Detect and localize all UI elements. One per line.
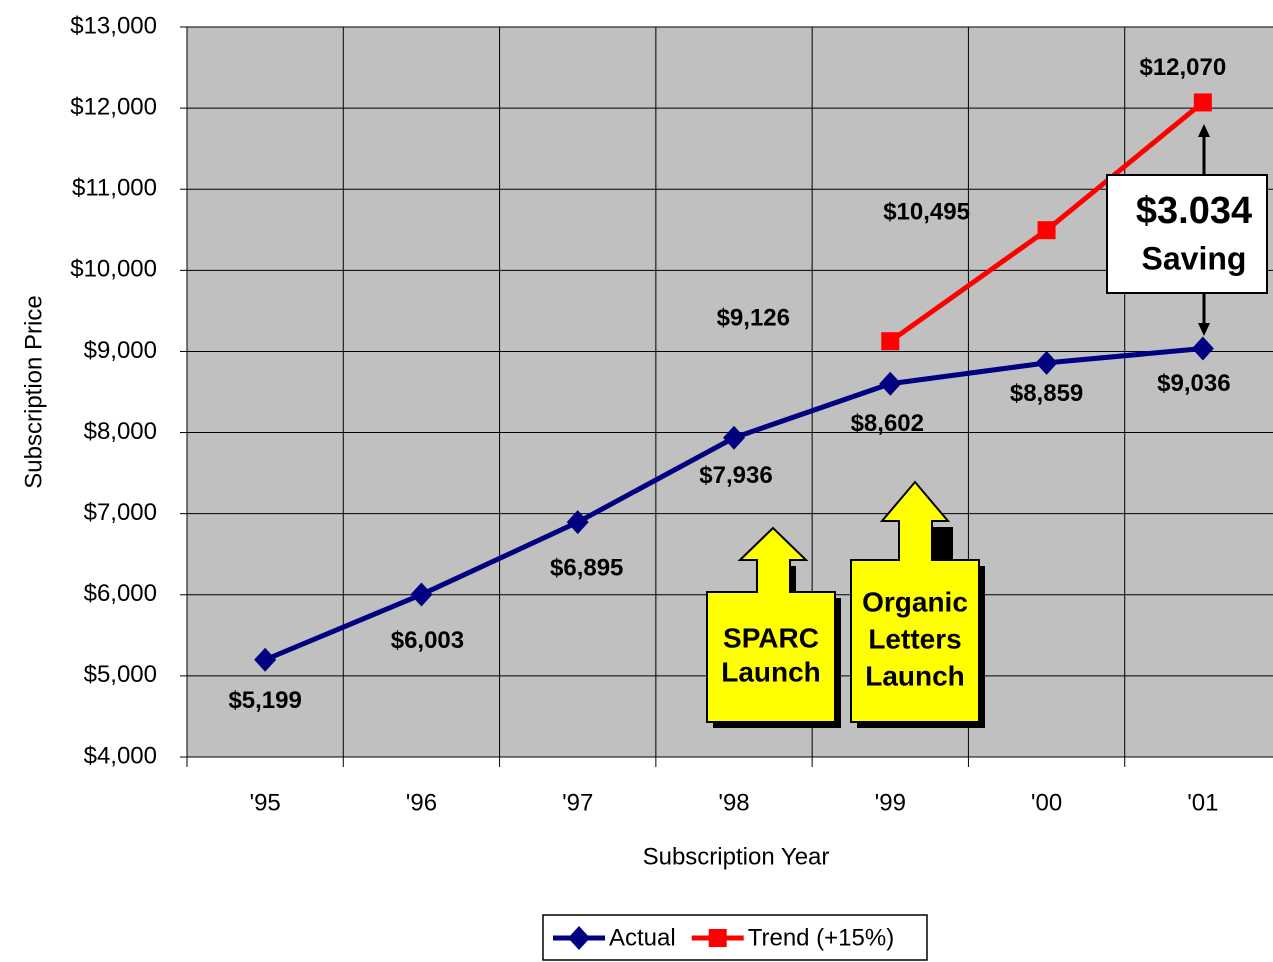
data-label: $8,859: [1010, 380, 1083, 407]
x-tick-label: '96: [406, 789, 437, 816]
data-label: $12,070: [1139, 54, 1226, 81]
x-tick-label: '95: [250, 789, 281, 816]
series-layer: $5,199 $6,003 $6,895 $7,936 $8,602 $8,859 $9,0…: [228, 54, 1230, 714]
x-tick-label: '97: [562, 789, 593, 816]
data-label: $6,003: [391, 627, 464, 654]
y-tick-label: $13,000: [70, 12, 157, 39]
y-tick-label: $5,000: [84, 661, 157, 688]
marker: [881, 332, 900, 351]
marker: [410, 582, 433, 607]
x-tick-label: '98: [718, 789, 749, 816]
x-tick-label: '00: [1031, 789, 1062, 816]
annotation: Launch: [721, 656, 821, 687]
marker: [879, 371, 902, 396]
x-tick-label: '01: [1187, 789, 1218, 816]
legend-label: Trend (+15%): [748, 924, 895, 951]
marker: [566, 510, 589, 535]
organic-callout: Organic Letters Launch: [850, 480, 985, 728]
y-axis-title: Subscription Price: [20, 295, 47, 488]
y-tick-label: $8,000: [84, 418, 157, 445]
y-tick-label: $7,000: [84, 499, 157, 526]
x-tick-label: '99: [875, 789, 906, 816]
data-label: $9,126: [717, 305, 790, 332]
annotation: $3.034: [1136, 190, 1252, 232]
data-label: $10,495: [883, 199, 970, 226]
marker: [254, 647, 277, 672]
data-label: $6,895: [550, 555, 623, 582]
data-label: $5,199: [228, 687, 301, 714]
data-label: $7,936: [699, 462, 772, 489]
legend: Actual Trend (+15%): [553, 924, 894, 951]
marker: [1035, 350, 1058, 375]
y-tick-label: $11,000: [72, 175, 157, 202]
annotation: Launch: [865, 660, 965, 691]
saving-callout: $3.034 Saving: [1106, 124, 1268, 336]
y-tick-label: $12,000: [70, 93, 157, 120]
annotation: Saving: [1142, 240, 1247, 276]
x-axis-title: Subscription Year: [643, 843, 830, 870]
marker: [568, 926, 590, 950]
y-tick-label: $4,000: [84, 742, 157, 769]
annotation: SPARC: [723, 622, 819, 653]
marker: [1191, 336, 1214, 361]
annotation: Organic: [862, 586, 968, 617]
marker: [723, 425, 745, 450]
data-label: $8,602: [851, 410, 924, 437]
y-tick-label: $10,000: [70, 256, 157, 283]
marker: [1193, 93, 1212, 112]
y-tick-label: $6,000: [84, 580, 157, 607]
y-tick-label: $9,000: [84, 337, 157, 364]
annotation: Letters: [868, 623, 961, 654]
data-label: $9,036: [1157, 370, 1230, 397]
legend-label: Actual: [609, 924, 676, 951]
marker: [1037, 221, 1056, 240]
sparc-callout: SPARC Launch: [706, 526, 841, 728]
marker: [708, 929, 727, 947]
